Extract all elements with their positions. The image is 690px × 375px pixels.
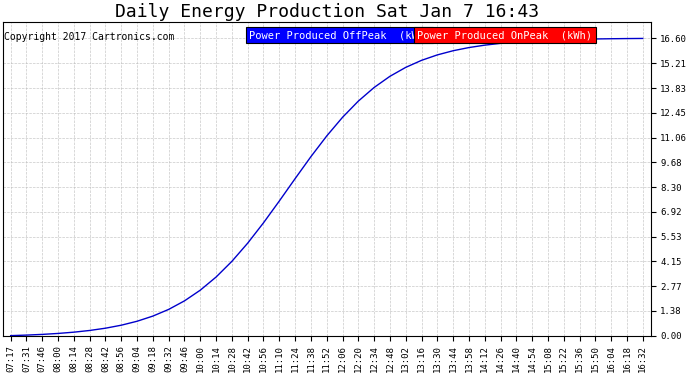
Text: Copyright 2017 Cartronics.com: Copyright 2017 Cartronics.com [4,32,175,42]
Text: Power Produced OnPeak  (kWh): Power Produced OnPeak (kWh) [417,30,593,40]
Title: Daily Energy Production Sat Jan 7 16:43: Daily Energy Production Sat Jan 7 16:43 [115,3,539,21]
Text: Power Produced OffPeak  (kWh): Power Produced OffPeak (kWh) [249,30,430,40]
